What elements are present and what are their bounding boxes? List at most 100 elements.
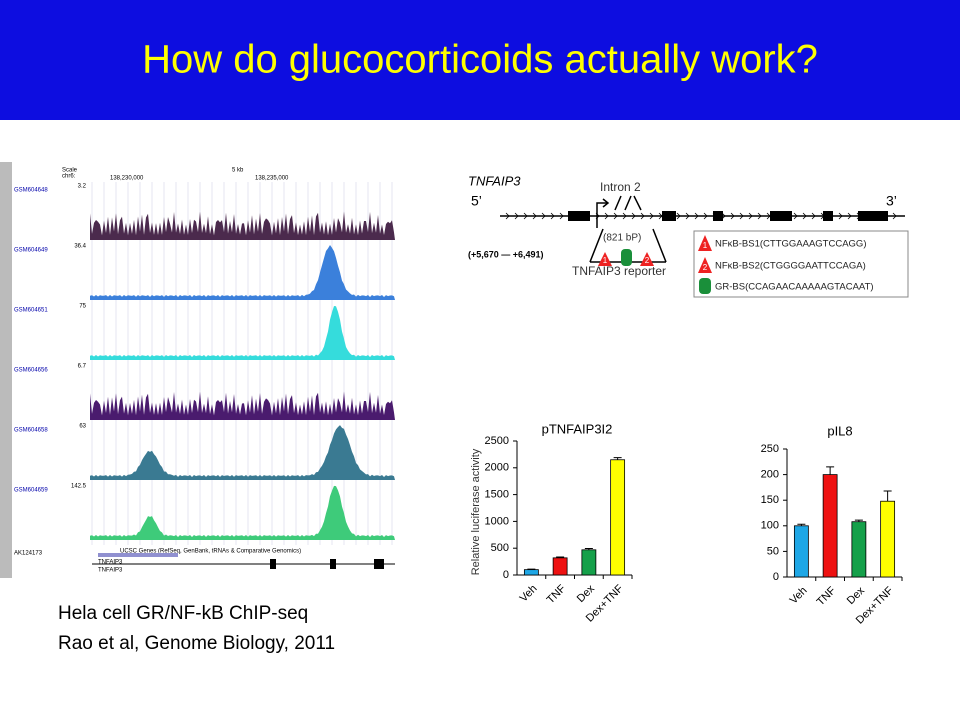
bar bbox=[851, 521, 867, 578]
tss-arrow bbox=[596, 198, 610, 228]
gene-name: TNFAIP3 bbox=[468, 173, 521, 188]
y-tick-label: 150 bbox=[761, 494, 779, 506]
legend-text: NFκB-BS2(CTGGGGAATTCCAGA) bbox=[715, 261, 866, 272]
track-profile bbox=[90, 306, 395, 360]
slide-title: How do glucocorticoids actually work? bbox=[142, 38, 818, 82]
error-bar bbox=[826, 466, 835, 475]
gene-exon bbox=[374, 559, 384, 569]
caption: Hela cell GR/NF-kB ChIP-seq bbox=[58, 603, 308, 624]
bar bbox=[581, 549, 597, 576]
intron-label: Intron 2 bbox=[600, 180, 641, 194]
track-max: 63 bbox=[79, 424, 86, 430]
track-profile bbox=[90, 485, 395, 540]
browser-text: TNFAIP3 bbox=[98, 560, 123, 566]
five-prime: 5’ bbox=[471, 193, 482, 209]
y-tick-label: 200 bbox=[761, 469, 779, 481]
nfkb-site bbox=[640, 252, 654, 266]
exon bbox=[568, 211, 590, 221]
nfkb-site bbox=[598, 252, 612, 266]
exon bbox=[823, 211, 833, 221]
track-max: 75 bbox=[79, 304, 86, 310]
error-bar bbox=[797, 523, 806, 526]
x-tick-label: Veh bbox=[788, 585, 810, 607]
x-tick-label: TNF bbox=[815, 584, 839, 608]
y-tick-label: 50 bbox=[767, 545, 779, 557]
gene-diagram: TNFAIP3 Intron 2 5’ 3’ (821 bP) (+5,670 … bbox=[468, 173, 909, 298]
exon bbox=[770, 211, 792, 221]
x-tick-label: TNF bbox=[545, 582, 569, 606]
exon bbox=[713, 211, 723, 221]
browser-frame bbox=[0, 162, 12, 578]
browser-text: 138,235,000 bbox=[255, 176, 289, 182]
track-max: 142.5 bbox=[71, 484, 87, 490]
track-profile bbox=[90, 425, 395, 480]
reporter-label: TNFAIP3 reporter bbox=[572, 264, 666, 278]
browser-text: 5 kb bbox=[232, 168, 244, 174]
browser-text: AK124173 bbox=[14, 551, 43, 557]
track-profile bbox=[90, 245, 395, 300]
error-bar bbox=[556, 556, 565, 558]
track-profile bbox=[90, 391, 395, 420]
error-bar bbox=[854, 519, 863, 522]
x-tick-label: Veh bbox=[518, 583, 540, 605]
title-banner bbox=[0, 0, 960, 120]
y-tick-label: 0 bbox=[773, 571, 779, 583]
exon bbox=[858, 211, 888, 221]
y-axis-label: Relative luciferase activity bbox=[470, 448, 482, 575]
site-number: 1 bbox=[703, 241, 708, 250]
length-label: (821 bP) bbox=[603, 233, 641, 244]
chart-title: pIL8 bbox=[827, 423, 852, 438]
track-label: GSM604648 bbox=[14, 188, 48, 194]
track-profile bbox=[90, 211, 395, 240]
range-label: (+5,670 — +6,491) bbox=[468, 249, 544, 259]
bar bbox=[610, 459, 626, 576]
bar bbox=[523, 569, 539, 576]
gene-exon bbox=[330, 559, 336, 569]
site-number: 2 bbox=[703, 263, 708, 272]
error-bar bbox=[584, 547, 593, 550]
y-tick-label: 0 bbox=[503, 569, 509, 581]
legend-swatch bbox=[699, 278, 711, 294]
chart-title: pTNFAIP3I2 bbox=[542, 421, 613, 436]
site-number: 2 bbox=[645, 256, 650, 265]
track-label: GSM604649 bbox=[14, 248, 48, 254]
bar bbox=[552, 557, 568, 576]
bar bbox=[822, 474, 838, 578]
bar bbox=[793, 525, 809, 578]
error-bar bbox=[883, 490, 892, 502]
three-prime: 3’ bbox=[886, 193, 897, 209]
y-tick-label: 2000 bbox=[485, 462, 509, 474]
track-label: GSM604659 bbox=[14, 488, 48, 494]
track-label: GSM604658 bbox=[14, 428, 48, 434]
y-tick-label: 500 bbox=[491, 542, 509, 554]
track-label: GSM604656 bbox=[14, 368, 48, 374]
site-number: 1 bbox=[603, 256, 608, 265]
exon bbox=[662, 211, 676, 221]
intron-marks bbox=[614, 195, 642, 211]
track-max: 36.4 bbox=[74, 244, 86, 250]
browser-text: chr6: bbox=[62, 174, 76, 180]
browser-text: UCSC Genes (RefSeq, GenBank, tRNAs & Com… bbox=[120, 549, 301, 555]
track-label: GSM604651 bbox=[14, 308, 48, 314]
legend-swatch bbox=[698, 257, 712, 273]
y-tick-label: 2500 bbox=[485, 435, 509, 447]
legend-text: NFκB-BS1(CTTGGAAAGTCCAGG) bbox=[715, 239, 866, 250]
browser-text: TNFAIP3 bbox=[98, 568, 123, 574]
x-tick-label: Dex bbox=[845, 584, 868, 607]
strand-arrows bbox=[505, 212, 897, 220]
legend-box bbox=[693, 230, 909, 298]
gr-site bbox=[621, 249, 632, 266]
error-bar bbox=[613, 457, 622, 460]
gene-box bbox=[98, 553, 178, 557]
bar bbox=[880, 500, 896, 578]
x-tick-label: Dex bbox=[575, 582, 598, 605]
browser-text: 138,230,000 bbox=[110, 176, 144, 182]
legend-text: GR-BS(CCAGAACAAAAAGTACAAT) bbox=[715, 282, 874, 293]
genome-browser: Scale chr6: 5 kb 138,230,000 138,235,000… bbox=[0, 162, 395, 578]
caption: Rao et al, Genome Biology, 2011 bbox=[58, 633, 335, 654]
y-tick-label: 100 bbox=[761, 520, 779, 532]
y-tick-label: 1500 bbox=[485, 489, 509, 501]
error-bar bbox=[527, 568, 536, 570]
y-tick-label: 250 bbox=[761, 443, 779, 455]
